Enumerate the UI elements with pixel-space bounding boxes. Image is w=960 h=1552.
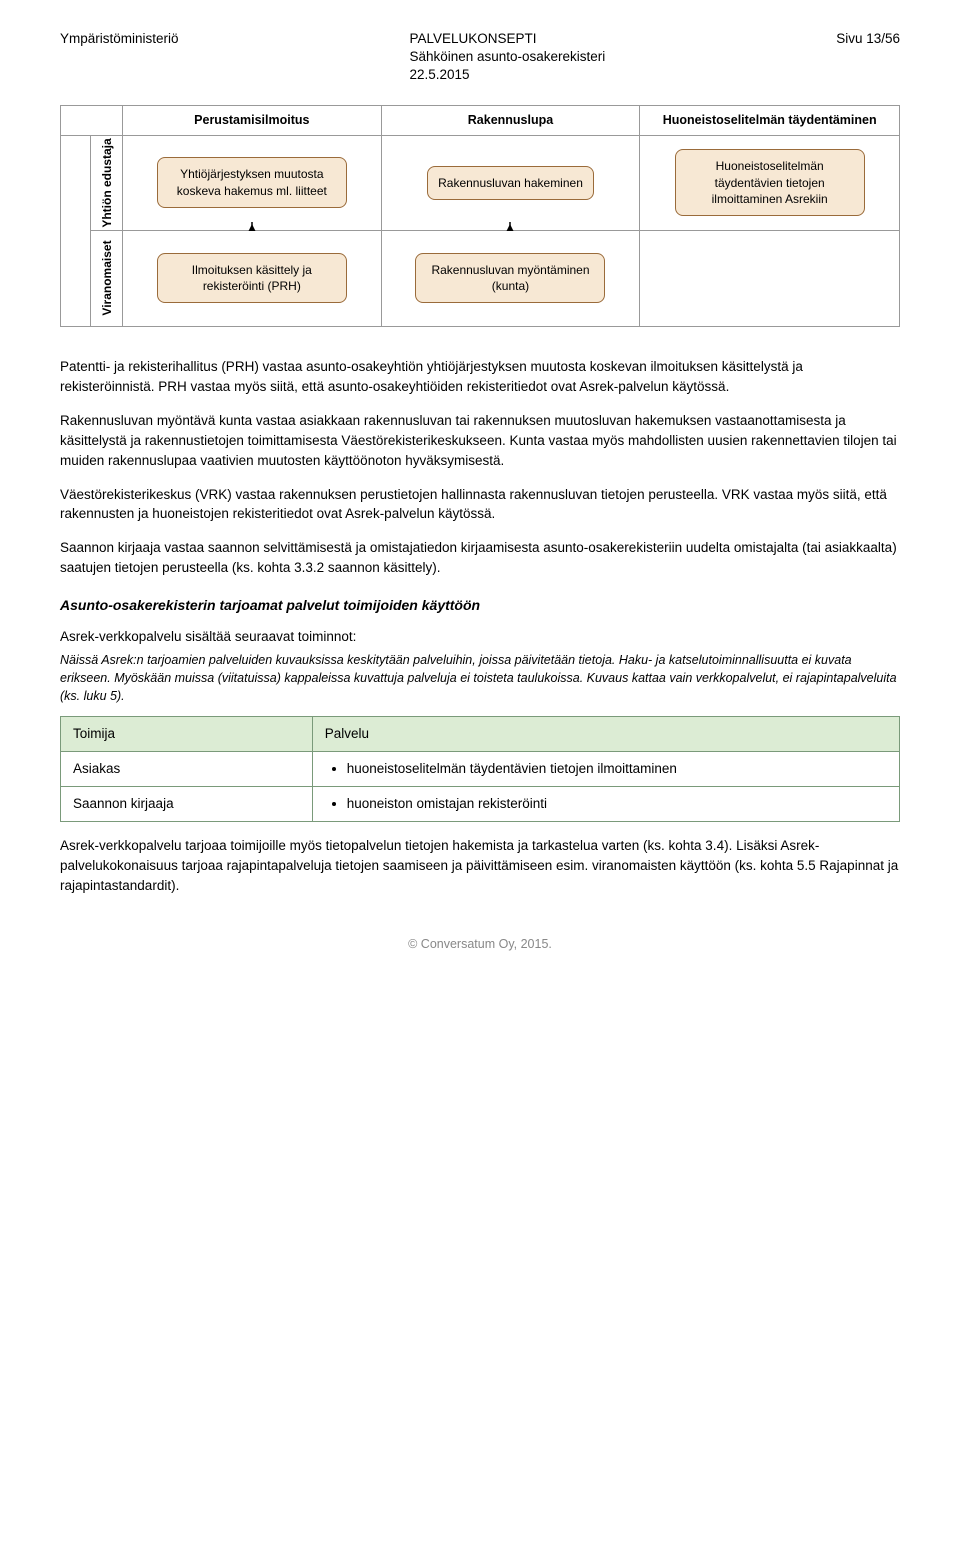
header-title: PALVELUKONSEPTI [409, 30, 605, 48]
task-r0c0: Yhtiöjärjestyksen muutosta koskeva hakem… [157, 157, 347, 207]
document-header: Ympäristöministeriö PALVELUKONSEPTI Sähk… [60, 30, 900, 85]
column-header-2: Huoneistoselitelmän täydentäminen [640, 106, 899, 136]
cell-r0c1: Rakennusluvan hakeminen [382, 136, 641, 231]
lane-label-1-text: Viranomaiset [98, 241, 114, 316]
lane-label-0: Yhtiön edustaja [91, 136, 123, 231]
paragraph-4: Saannon kirjaaja vastaa saannon selvittä… [60, 538, 900, 578]
cell-r1c0: Ilmoituksen käsittely ja rekisteröinti (… [123, 231, 382, 326]
header-subtitle: Sähköinen asunto-osakerekisteri [409, 48, 605, 66]
cell-r1c2 [640, 231, 899, 326]
process-diagram: Perustamisilmoitus Rakennuslupa Huoneist… [60, 105, 900, 327]
header-org: Ympäristöministeriö [60, 31, 179, 46]
lane-label-1: Viranomaiset [91, 231, 123, 326]
header-date: 22.5.2015 [409, 66, 605, 84]
service-item-0: huoneistoselitelmän täydentävien tietoje… [347, 760, 887, 778]
pool-label [61, 136, 91, 326]
task-r0c1: Rakennusluvan hakeminen [427, 166, 594, 200]
table-cell-service-1: huoneiston omistajan rekisteröinti [312, 787, 899, 822]
cell-r1c1: Rakennusluvan myöntäminen (kunta) [382, 231, 641, 326]
header-left: Ympäristöministeriö [60, 30, 179, 85]
paragraph-2: Rakennusluvan myöntävä kunta vastaa asia… [60, 411, 900, 471]
header-right: Sivu 13/56 [836, 30, 900, 85]
table-cell-service-0: huoneistoselitelmän täydentävien tietoje… [312, 751, 899, 786]
lane-label-0-text: Yhtiön edustaja [98, 138, 114, 227]
task-r1c1: Rakennusluvan myöntäminen (kunta) [415, 253, 605, 303]
footer-copyright: © Conversatum Oy, 2015. [60, 936, 900, 953]
header-center: PALVELUKONSEPTI Sähköinen asunto-osakere… [409, 30, 605, 85]
service-item-1: huoneiston omistajan rekisteröinti [347, 795, 887, 813]
header-page: Sivu 13/56 [836, 31, 900, 46]
column-header-0: Perustamisilmoitus [123, 106, 382, 136]
subsection-heading: Asunto-osakerekisterin tarjoamat palvelu… [60, 596, 900, 615]
paragraph-5: Asrek-verkkopalvelu sisältää seuraavat t… [60, 627, 900, 647]
paragraph-6: Asrek-verkkopalvelu tarjoaa toimijoille … [60, 836, 900, 896]
diagram-corner [61, 106, 123, 136]
table-cell-actor-0: Asiakas [61, 751, 313, 786]
note-italic: Näissä Asrek:n tarjoamien palveluiden ku… [60, 651, 900, 705]
table-header-actor: Toimija [61, 716, 313, 751]
task-r0c2: Huoneistoselitelmän täydentävien tietoje… [675, 149, 865, 216]
column-header-1: Rakennuslupa [382, 106, 641, 136]
services-table: Toimija Palvelu Asiakas huoneistoselitel… [60, 716, 900, 823]
table-row: Saannon kirjaaja huoneiston omistajan re… [61, 787, 900, 822]
table-cell-actor-1: Saannon kirjaaja [61, 787, 313, 822]
task-r1c0: Ilmoituksen käsittely ja rekisteröinti (… [157, 253, 347, 303]
cell-r0c2: Huoneistoselitelmän täydentävien tietoje… [640, 136, 899, 231]
table-row: Asiakas huoneistoselitelmän täydentävien… [61, 751, 900, 786]
cell-r0c0: Yhtiöjärjestyksen muutosta koskeva hakem… [123, 136, 382, 231]
paragraph-3: Väestörekisterikeskus (VRK) vastaa raken… [60, 485, 900, 525]
table-header-service: Palvelu [312, 716, 899, 751]
paragraph-1: Patentti- ja rekisterihallitus (PRH) vas… [60, 357, 900, 397]
